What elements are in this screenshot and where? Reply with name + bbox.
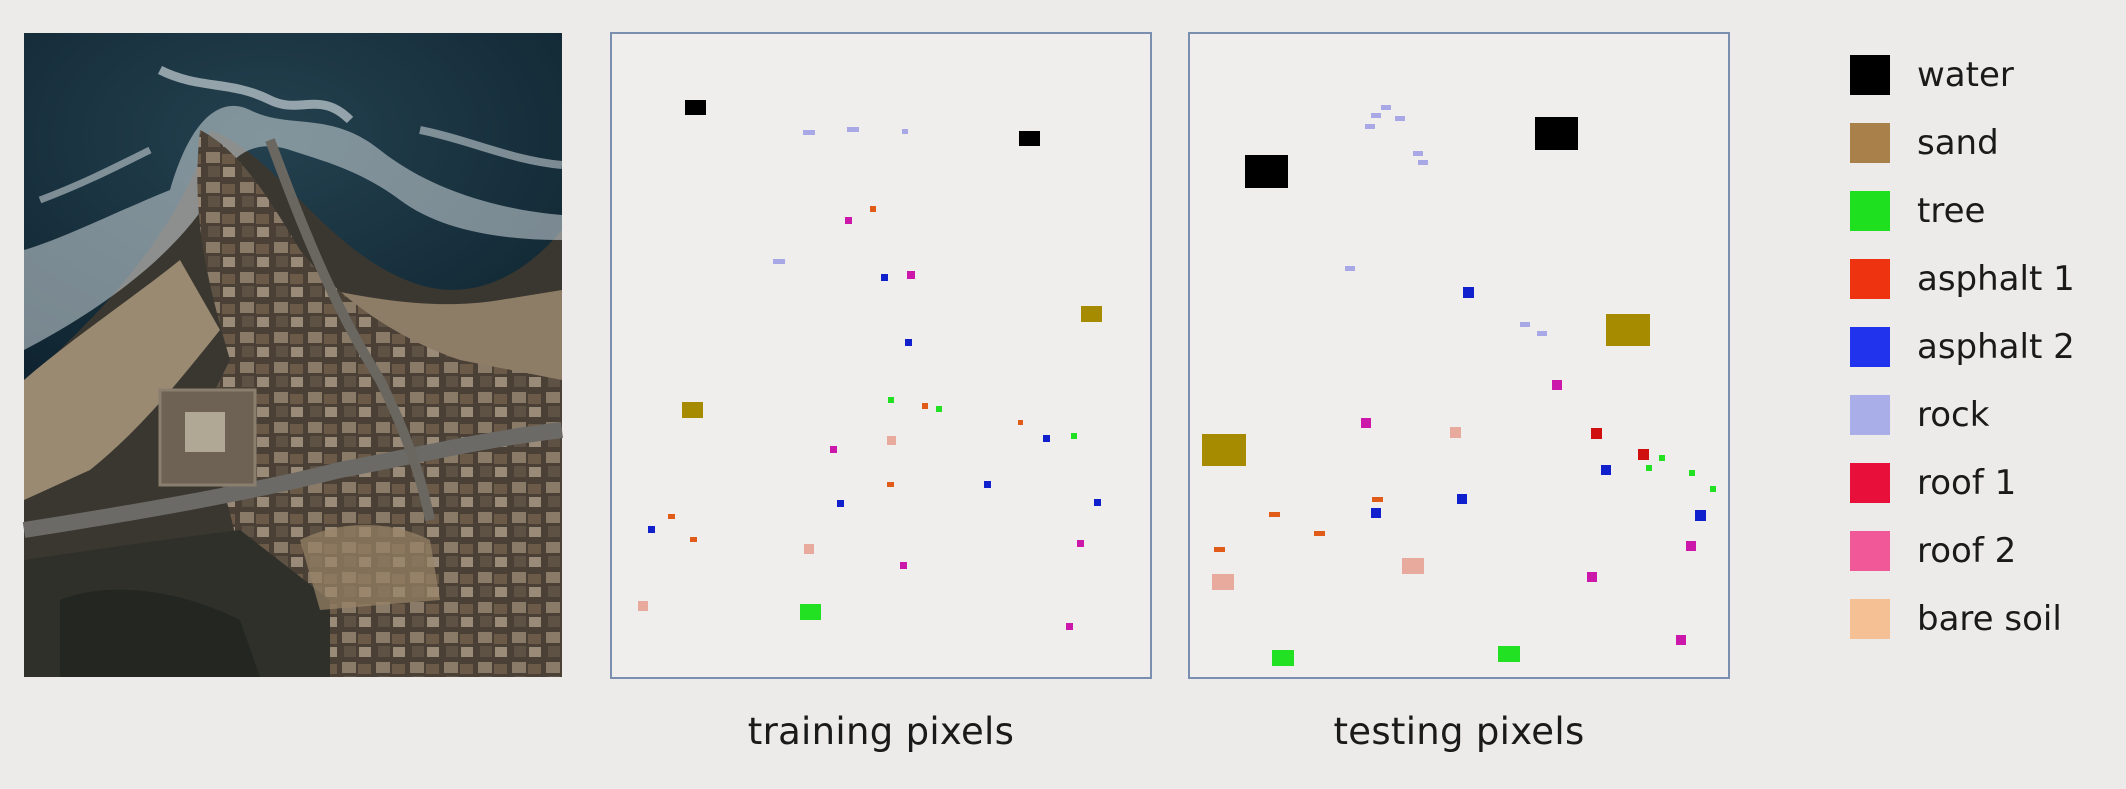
testing-patch-baresoil [1450,427,1461,438]
training-patch-baresoil [887,436,896,445]
testing-patch-asphalt1 [1314,531,1325,536]
legend-label-rock: rock [1917,395,1990,435]
training-pixels-map [638,100,1102,630]
training-patch-baresoil [804,544,814,554]
training-patch-water [685,100,706,115]
training-patch-roof2 [1077,540,1084,547]
testing-patch-rock [1418,160,1428,165]
training-panel-frame [610,32,1152,679]
testing-patch-roof1 [1591,428,1602,439]
training-caption: training pixels [747,710,1015,753]
testing-patch-asphalt1 [1269,512,1280,517]
testing-patch-tree [1272,650,1294,666]
training-patch-asphalt1 [887,482,894,487]
testing-patch-rock [1395,116,1405,121]
training-patch-asphalt2 [905,339,912,346]
testing-patch-tree [1498,646,1520,662]
testing-patch-asphalt2 [1601,465,1611,475]
training-patch-tree [800,604,821,620]
legend-swatch-rock [1850,395,1890,435]
training-patch-asphalt1 [690,537,697,542]
training-patch-asphalt1 [922,403,928,409]
legend-label-baresoil: bare soil [1917,599,2062,639]
training-patch-asphalt2 [1043,435,1050,442]
testing-patch-rock [1365,124,1375,129]
legend-swatch-sand [1850,123,1890,163]
training-patch-asphalt2 [837,500,844,507]
testing-patch-tree [1659,455,1665,461]
training-patch-sand [682,402,703,418]
legend-label-roof1: roof 1 [1917,463,2017,503]
testing-patch-baresoil [1212,574,1234,590]
training-patch-roof2 [1066,623,1073,630]
training-patch-asphalt1 [870,206,876,212]
testing-patch-asphalt2 [1371,508,1381,518]
testing-patch-roof1 [1638,449,1649,460]
legend-label-asphalt1: asphalt 1 [1917,259,2075,299]
training-patch-tree [888,397,894,403]
legend-swatch-baresoil [1850,599,1890,639]
training-patch-asphalt1 [1018,420,1023,425]
training-patch-rock [773,259,785,264]
testing-patch-tree [1689,470,1695,476]
testing-patch-baresoil [1402,558,1424,574]
training-patch-asphalt2 [984,481,991,488]
testing-patch-water [1245,155,1288,188]
training-patch-rock [902,129,908,134]
testing-patch-tree [1710,486,1716,492]
testing-panel-frame [1188,32,1730,679]
training-patch-sand [1081,306,1102,322]
testing-patch-asphalt2 [1695,510,1706,521]
training-patch-tree [936,406,942,412]
satellite-image [22,33,563,677]
training-patch-asphalt2 [1094,499,1101,506]
training-patch-roof2 [900,562,907,569]
testing-patch-roof2 [1686,541,1696,551]
legend-label-water: water [1917,55,2014,95]
legend-label-asphalt2: asphalt 2 [1917,327,2075,367]
legend-swatch-asphalt1 [1850,259,1890,299]
testing-patch-rock [1345,266,1355,271]
legend-label-roof2: roof 2 [1917,531,2017,571]
legend-swatch-water [1850,55,1890,95]
testing-caption: testing pixels [1333,710,1585,753]
testing-patch-rock [1381,105,1391,110]
testing-patch-roof2 [1552,380,1562,390]
legend-swatch-tree [1850,191,1890,231]
testing-patch-asphalt2 [1463,287,1474,298]
training-patch-roof2 [830,446,837,453]
testing-patch-water [1535,117,1578,150]
testing-patch-rock [1520,322,1530,327]
testing-patch-sand [1202,434,1246,466]
testing-patch-rock [1537,331,1547,336]
legend-swatch-roof2 [1850,531,1890,571]
training-patch-water [1019,131,1040,146]
legend-label-sand: sand [1917,123,1999,163]
testing-pixels-map [1202,105,1716,666]
legend-swatch-asphalt2 [1850,327,1890,367]
testing-patch-rock [1371,113,1381,118]
training-patch-asphalt2 [881,274,888,281]
training-patch-asphalt1 [668,514,675,519]
legend-swatch-roof1 [1850,463,1890,503]
testing-patch-asphalt1 [1214,547,1225,552]
training-patch-rock [847,127,859,132]
testing-patch-sand [1606,314,1650,346]
testing-patch-roof2 [1361,418,1371,428]
training-patch-baresoil [638,601,648,611]
training-patch-tree [1071,433,1077,439]
testing-patch-asphalt2 [1457,494,1467,504]
legend-label-tree: tree [1917,191,1986,231]
testing-patch-tree [1646,465,1652,471]
training-patch-roof2 [907,271,915,279]
training-patch-asphalt2 [648,526,655,533]
training-patch-roof2 [845,217,852,224]
training-patch-rock [803,130,815,135]
testing-patch-roof2 [1587,572,1597,582]
testing-patch-asphalt1 [1372,497,1383,502]
testing-patch-roof2 [1676,635,1686,645]
testing-patch-rock [1413,151,1423,156]
